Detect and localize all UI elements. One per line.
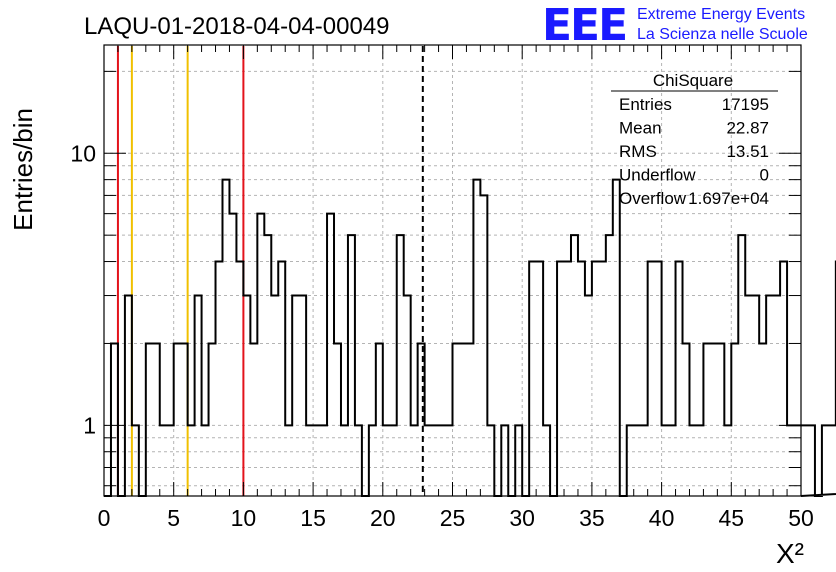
eee-logo-line2: La Scienza nelle Scuole <box>637 26 808 43</box>
tick-layer: 0 5 10 15 20 25 30 35 40 45 50 1 10 <box>70 45 814 531</box>
histogram-bars <box>104 178 836 497</box>
x-tick-label: 35 <box>579 505 605 531</box>
stats-value: 17195 <box>722 95 769 114</box>
eee-logo-line1: Extreme Energy Events <box>637 6 805 23</box>
stats-value: 22.87 <box>726 119 769 138</box>
x-tick-label: 40 <box>649 505 675 531</box>
x-tick-label: 25 <box>440 505 466 531</box>
grid-layer <box>104 45 801 496</box>
x-tick-label: 30 <box>509 505 535 531</box>
x-tick-label: 50 <box>788 505 814 531</box>
stats-label: RMS <box>619 142 657 161</box>
eee-logo-mark: EEE <box>542 0 626 51</box>
x-tick-label: 45 <box>719 505 745 531</box>
stats-label: Entries <box>619 95 672 114</box>
stats-box: ChiSquare Entries 17195 Mean 22.87 RMS 13.51 U… <box>611 71 778 208</box>
y-axis-label: Entries/bin <box>8 108 38 231</box>
y-tick-label: 1 <box>83 412 96 438</box>
stats-rows: Entries 17195 Mean 22.87 RMS 13.51 Underflow 0 O… <box>619 95 769 208</box>
x-tick-label: 15 <box>300 505 326 531</box>
x-axis-label: X² <box>776 538 804 569</box>
chart-title: LAQU-01-2018-04-04-00049 <box>84 13 390 40</box>
histogram-layer <box>104 178 836 497</box>
stats-value: 1.697e+04 <box>688 189 769 208</box>
y-tick-label: 10 <box>70 140 96 166</box>
stats-value: 13.51 <box>726 142 769 161</box>
stats-label: Mean <box>619 119 662 138</box>
x-tick-label: 0 <box>98 505 111 531</box>
stats-title: ChiSquare <box>653 71 733 90</box>
x-tick-label: 20 <box>370 505 396 531</box>
stats-label: Overflow <box>619 189 687 208</box>
stats-label: Underflow <box>619 166 696 185</box>
x-tick-label: 10 <box>231 505 257 531</box>
stats-value: 0 <box>760 166 769 185</box>
x-tick-label: 5 <box>167 505 180 531</box>
